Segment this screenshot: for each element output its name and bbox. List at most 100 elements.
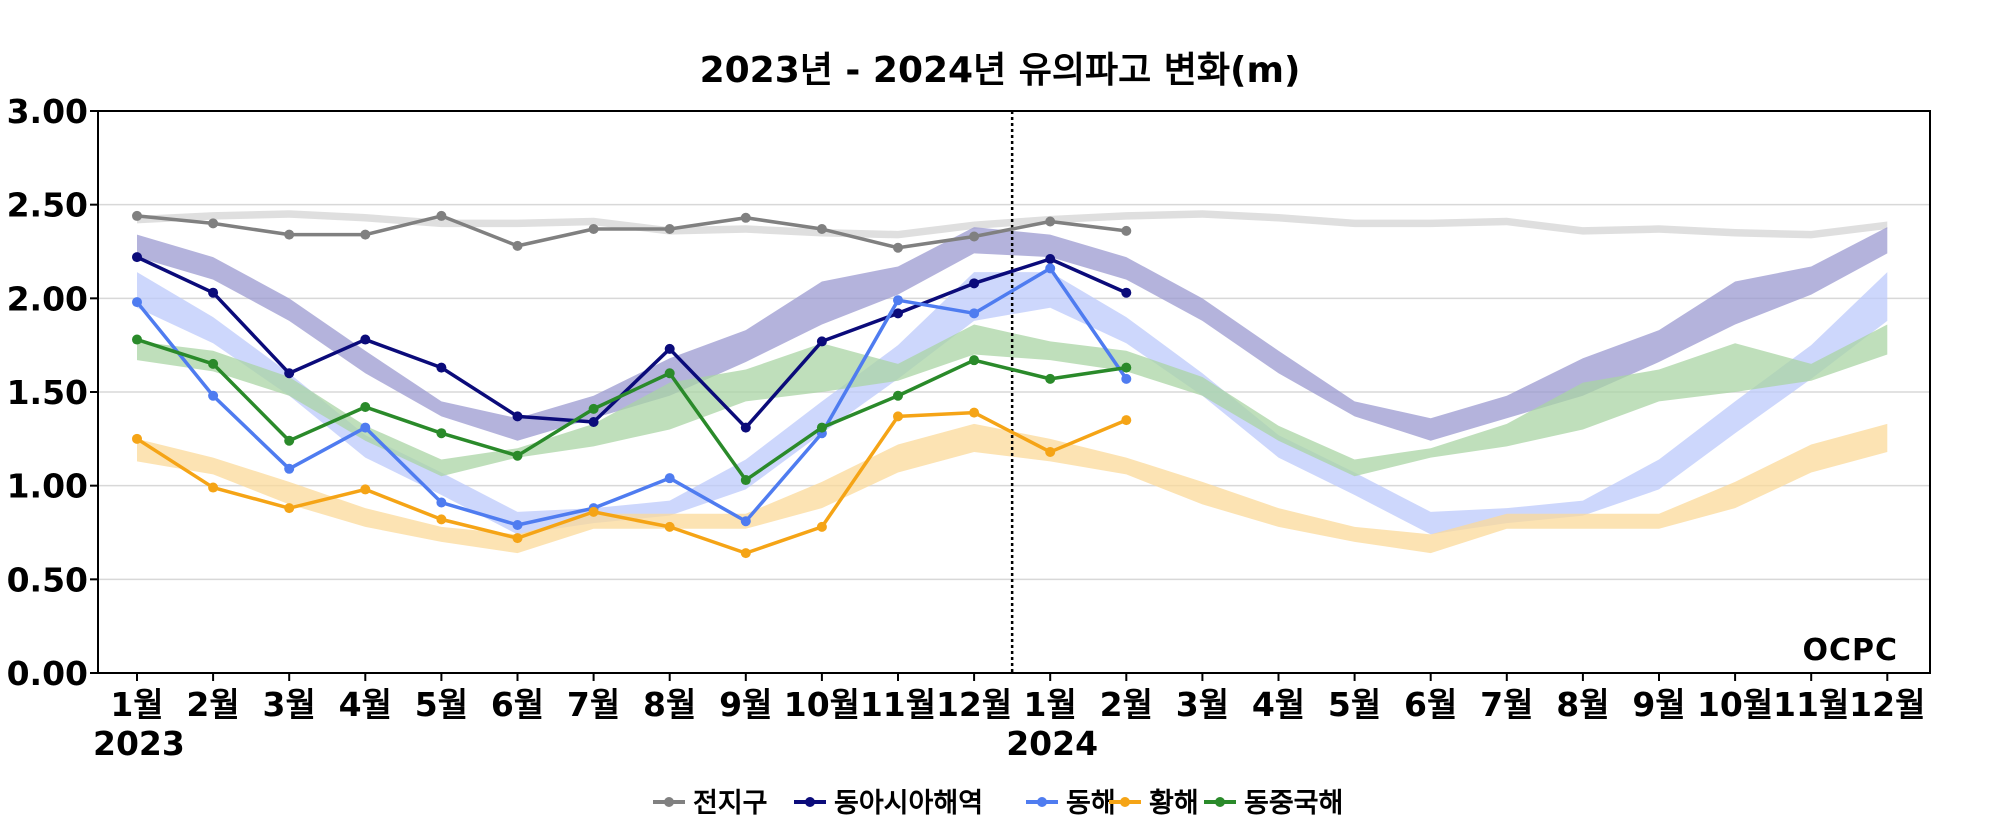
data-point: [969, 407, 980, 418]
x-tick-label: 9월: [1632, 685, 1685, 724]
y-tick-label: 2.00: [7, 279, 88, 318]
data-point: [893, 411, 903, 422]
series-line-1: [136, 255, 1128, 430]
data-point: [893, 308, 903, 319]
legend: 전지구 동아시아해역 동해 황해 동중국해: [653, 788, 1343, 819]
series-0: [132, 210, 1132, 253]
data-point: [969, 308, 980, 319]
data-point: [436, 514, 447, 525]
data-point: [664, 343, 675, 354]
legend-label: 동중국해: [1244, 788, 1343, 819]
x-tick-label: 11월: [860, 685, 936, 724]
data-point: [1045, 263, 1056, 274]
data-point: [284, 368, 295, 379]
data-point: [360, 484, 371, 495]
data-point: [284, 229, 295, 240]
data-point: [512, 450, 523, 461]
data-point: [1121, 225, 1132, 236]
data-point: [1045, 216, 1056, 227]
x-tick-label: 10월: [1697, 685, 1773, 724]
x-tick-label: 11월: [1773, 685, 1849, 724]
legend-label: 동아시아해역: [834, 788, 983, 819]
x-tick-label: 2월: [186, 685, 239, 724]
x-tick-label: 1월: [110, 685, 163, 724]
chart-title: 2023년 - 2024년 유의파고 변화(m): [700, 50, 1301, 91]
data-point: [208, 390, 219, 401]
x-axis-ticks: 1월 2월 3월 4월 5월 6월 7월 8월 9월 10월 11월 12월 1월 2월 3월 4월 5월 6월 7…: [110, 673, 1925, 724]
data-point: [893, 242, 903, 253]
data-point: [1045, 373, 1056, 384]
data-point: [132, 252, 142, 263]
data-point: [588, 224, 599, 235]
x-tick-label: 2월: [1100, 685, 1153, 724]
data-point: [132, 210, 142, 221]
data-point: [664, 521, 675, 532]
x-tick-label: 4월: [1252, 685, 1305, 724]
data-point: [1121, 362, 1132, 373]
data-point: [208, 482, 219, 493]
legend-item-3: 황해: [1109, 788, 1199, 819]
data-point: [284, 463, 295, 474]
data-point: [664, 473, 675, 484]
data-point: [816, 224, 827, 235]
data-point: [969, 231, 980, 242]
data-point: [588, 506, 599, 517]
x-tick-label: 5월: [415, 685, 468, 724]
series-1: [132, 252, 1132, 433]
series-line-0: [136, 214, 1127, 250]
data-point: [1121, 373, 1132, 384]
legend-swatch-marker: [1215, 797, 1225, 807]
series-line-2: [135, 266, 1128, 527]
x-tick-label: 6월: [491, 685, 544, 724]
legend-swatch-marker: [1120, 797, 1130, 807]
data-series: [132, 210, 1132, 559]
x-tick-label: 12월: [936, 685, 1012, 724]
data-point: [132, 433, 142, 444]
y-tick-label: 3.00: [7, 92, 88, 131]
climatology-band-3: [137, 423, 1888, 554]
data-point: [1121, 415, 1132, 426]
y-tick-label: 0.50: [7, 560, 88, 599]
data-point: [740, 422, 751, 433]
data-point: [740, 516, 751, 527]
y-tick-label: 1.00: [7, 467, 88, 506]
legend-label: 전지구: [693, 788, 768, 819]
year-label: 2024: [1006, 724, 1098, 763]
data-point: [740, 548, 751, 559]
data-point: [132, 297, 142, 308]
x-tick-label: 6월: [1404, 685, 1457, 724]
legend-item-4: 동중국해: [1204, 788, 1343, 819]
data-point: [969, 278, 980, 289]
data-point: [284, 503, 295, 514]
ocpc-watermark: OCPC: [1802, 633, 1898, 668]
climatology-band-0: [137, 210, 1888, 239]
data-point: [360, 422, 371, 433]
data-point: [208, 287, 219, 298]
series-line-4: [136, 337, 1127, 482]
y-tick-label: 2.50: [7, 186, 88, 225]
x-tick-label: 3월: [1176, 685, 1229, 724]
year-labels: 2023 2024: [93, 724, 1098, 763]
data-point: [664, 224, 675, 235]
x-tick-label: 1월: [1024, 685, 1077, 724]
climatology-band-4: [137, 324, 1888, 477]
x-tick-label: 7월: [1480, 685, 1533, 724]
data-point: [816, 521, 827, 532]
legend-label: 황해: [1149, 788, 1199, 819]
data-point: [512, 520, 523, 531]
data-point: [969, 355, 980, 366]
data-point: [893, 295, 903, 306]
data-point: [284, 435, 295, 446]
y-tick-label: 0.00: [7, 654, 88, 693]
data-point: [360, 229, 371, 240]
data-point: [208, 358, 219, 369]
data-point: [1045, 253, 1056, 264]
x-tick-label: 8월: [1556, 685, 1609, 724]
data-point: [740, 475, 751, 486]
data-point: [664, 368, 675, 379]
legend-swatch-marker: [664, 797, 674, 807]
data-point: [436, 428, 447, 439]
data-point: [512, 240, 523, 251]
legend-item-2: 동해: [1026, 788, 1116, 819]
